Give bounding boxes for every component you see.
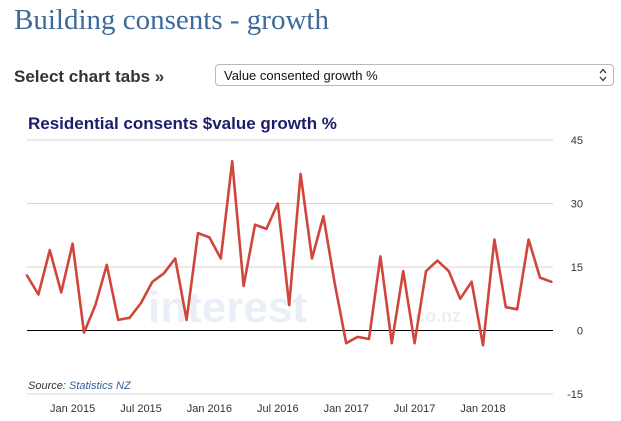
x-tick-label: Jan 2018 <box>460 403 505 415</box>
source-prefix: Source: <box>28 380 66 392</box>
y-tick-label: -15 <box>567 389 583 401</box>
x-tick-label: Jul 2015 <box>120 403 162 415</box>
x-tick-label: Jan 2016 <box>187 403 232 415</box>
chart-tabs-select[interactable]: Value consented growth % <box>215 64 614 86</box>
series-line <box>25 159 553 347</box>
chart-tabs-label: Select chart tabs » <box>14 67 165 86</box>
y-tick-label: 0 <box>577 326 583 338</box>
x-tick-label: Jan 2017 <box>324 403 369 415</box>
watermark: interest .co.nz <box>148 283 461 332</box>
page-title: Building consents - growth <box>14 4 329 36</box>
up-down-chevron-icon <box>599 68 607 82</box>
x-axis-ticks: Jan 2015 Jul 2015 Jan 2016 Jul 2016 Jan 2017… <box>50 403 506 415</box>
watermark-suffix: .co.nz <box>410 306 461 326</box>
source-link[interactable]: Statistics NZ <box>68 380 131 392</box>
source-line: Source: Statistics NZ <box>28 380 131 392</box>
x-tick-label: Jul 2017 <box>394 403 436 415</box>
y-tick-label: 15 <box>571 262 583 274</box>
y-axis-ticks: 45 30 15 0 -15 <box>567 135 583 401</box>
y-tick-label: 45 <box>571 135 583 147</box>
series-lines <box>25 159 553 347</box>
chart-tabs-row: Select chart tabs » Value consented grow… <box>14 64 616 90</box>
gridlines <box>27 139 553 395</box>
chart-title: Residential consents $value growth % <box>28 114 337 133</box>
watermark-main: interest <box>148 283 307 332</box>
x-tick-label: Jan 2015 <box>50 403 95 415</box>
y-tick-label: 30 <box>571 199 583 211</box>
x-tick-label: Jul 2016 <box>257 403 299 415</box>
chart-tabs-selected-value: Value consented growth % <box>224 68 378 83</box>
